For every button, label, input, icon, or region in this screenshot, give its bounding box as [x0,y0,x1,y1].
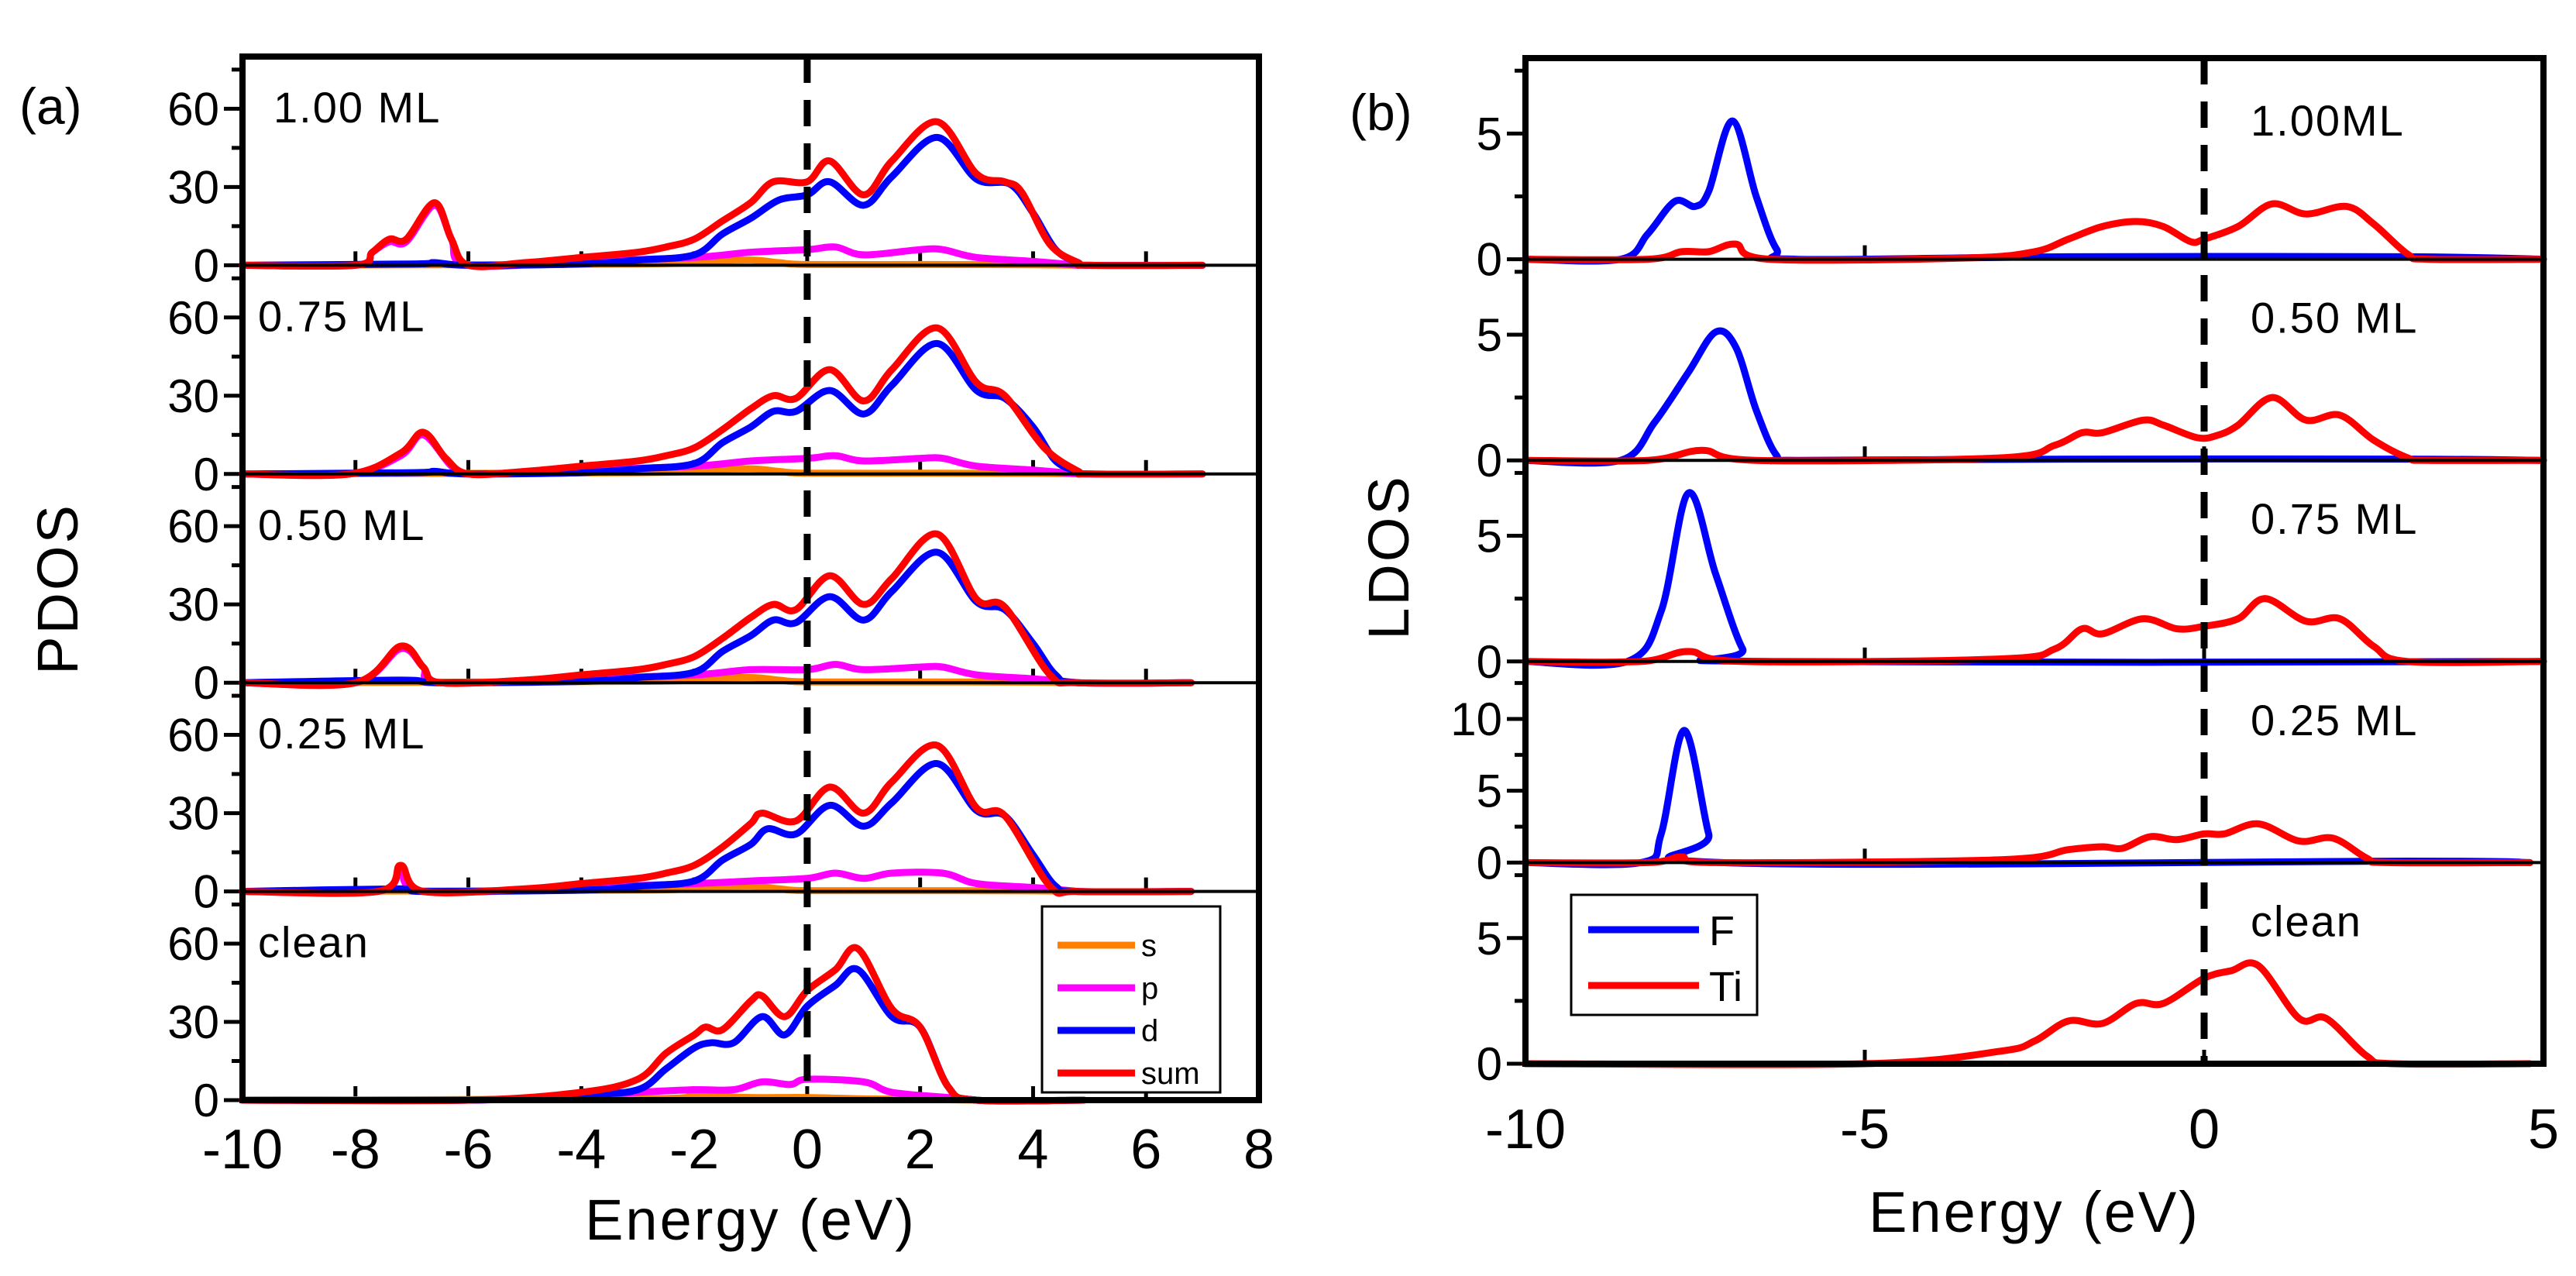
y-tick-label: 60 [167,292,219,344]
y-tick-label: 5 [1477,309,1502,361]
y-tick-label: 5 [1477,765,1502,817]
x-tick-label: 0 [792,1119,823,1181]
y-tick-label: 30 [167,996,219,1048]
legend-label: d [1141,1014,1158,1048]
row-label: 1.00ML [2251,96,2405,145]
legend-label: p [1141,972,1158,1006]
y-tick-label: 30 [167,579,219,631]
row-label: 0.25 ML [258,709,425,758]
y-tick-label: 0 [194,657,219,709]
subplot: 0 30 60 1.00 ML [167,67,1261,291]
subplot: 0 5 1.00ML [1477,68,2547,286]
subplot: 0 30 60 0.75 ML [167,276,1261,500]
y-tick-label: 60 [167,710,219,762]
series-sum-line [239,741,1195,897]
x-tick-label: 8 [1243,1119,1274,1181]
y-tick-label: 0 [1477,1038,1502,1090]
series-Ti-line [1522,200,2547,264]
plot-frame [239,53,1262,1103]
y-tick-label: 5 [1477,108,1502,160]
series-d-line [239,339,1206,478]
y-tick-label: 0 [194,1075,219,1126]
series-Ti-line [1522,595,2547,666]
x-tick-label: 4 [1017,1119,1048,1181]
x-tick-label: 2 [905,1119,936,1181]
subplot: 0 5 10 0.25 ML [1450,681,2546,889]
y-tick-label: 30 [167,161,219,213]
y-tick-label: 0 [194,239,219,291]
legend: spd sum [1040,905,1222,1094]
legend: F Ti [1570,893,1759,1016]
subplot: 0 5 0.50 ML [1477,270,2547,487]
y-tick-label: 60 [167,83,219,135]
series-sum-line [239,118,1206,270]
y-tick-label: 5 [1477,913,1502,965]
row-label: 0.75 ML [258,291,425,340]
x-tick-label: 6 [1130,1119,1161,1181]
legend-label: Ti [1709,964,1742,1010]
series-Ti-line [1522,394,2547,465]
y-tick-label: 30 [167,370,219,422]
series-sum-line [239,944,1088,1105]
x-tick-label: 5 [2528,1099,2559,1161]
series-F-line [1522,727,2533,868]
y-tick-label: 5 [1477,511,1502,562]
x-axis-label: Energy (eV) [585,1188,917,1252]
row-label: 0.50 ML [2251,294,2418,342]
x-tick-label: -6 [444,1119,494,1181]
row-label: clean [258,918,370,967]
series-sum-line [239,530,1195,690]
x-tick-label: -2 [669,1119,719,1181]
row-label: 0.25 ML [2251,696,2418,745]
panel-b: 0 5 1.00ML 0 5 0.50 ML 0 5 0.75 ML 0 5 10 0.25 ML 0 5 c… [1350,55,2559,1244]
y-tick-label: 60 [167,918,219,970]
y-tick-label: 0 [1477,435,1502,487]
plot-frame [1522,55,2547,1067]
panel-label: (b) [1350,84,1412,141]
series-d-line [239,965,1088,1105]
y-tick-label: 0 [1477,837,1502,889]
series-sum-line [239,324,1206,480]
series-Ti-line [1522,820,2533,867]
x-tick-label: -8 [331,1119,380,1181]
row-label: 0.75 ML [2251,494,2418,543]
series-F-line [1522,327,2547,467]
legend-label: sum [1141,1057,1200,1091]
y-axis-label: PDOS [26,503,90,675]
row-label: clean [2251,896,2362,945]
subplot: 0 30 60 0.50 ML [167,485,1261,709]
y-tick-label: 0 [194,866,219,918]
x-axis-label: Energy (eV) [1869,1180,2200,1244]
legend-box [1040,905,1222,1094]
y-tick-label: 10 [1450,693,1502,745]
subplot: 0 30 60 0.25 ML [167,693,1261,918]
y-tick-label: 30 [167,788,219,840]
y-tick-label: 60 [167,500,219,552]
panel-label: (a) [19,77,82,135]
x-tick-label: -10 [202,1119,283,1181]
legend-box [1570,893,1759,1016]
row-label: 1.00 ML [273,83,441,132]
legend-label: s [1141,929,1157,963]
x-tick-label: 0 [2189,1099,2220,1161]
subplot: 0 5 0.75 ML [1477,470,2547,688]
series-Ti-line [1522,959,2533,1068]
legend-label: F [1709,908,1735,954]
series-F-line [1522,117,2547,265]
y-tick-label: 0 [1477,636,1502,688]
y-axis-label: LDOS [1357,474,1421,640]
x-tick-label: -10 [1485,1099,1566,1161]
row-label: 0.50 ML [258,500,425,549]
x-tick-label: -4 [556,1119,606,1181]
y-tick-label: 0 [194,449,219,500]
x-tick-label: -5 [1840,1099,1890,1161]
series-d-line [239,760,1195,896]
y-tick-label: 0 [1477,234,1502,286]
